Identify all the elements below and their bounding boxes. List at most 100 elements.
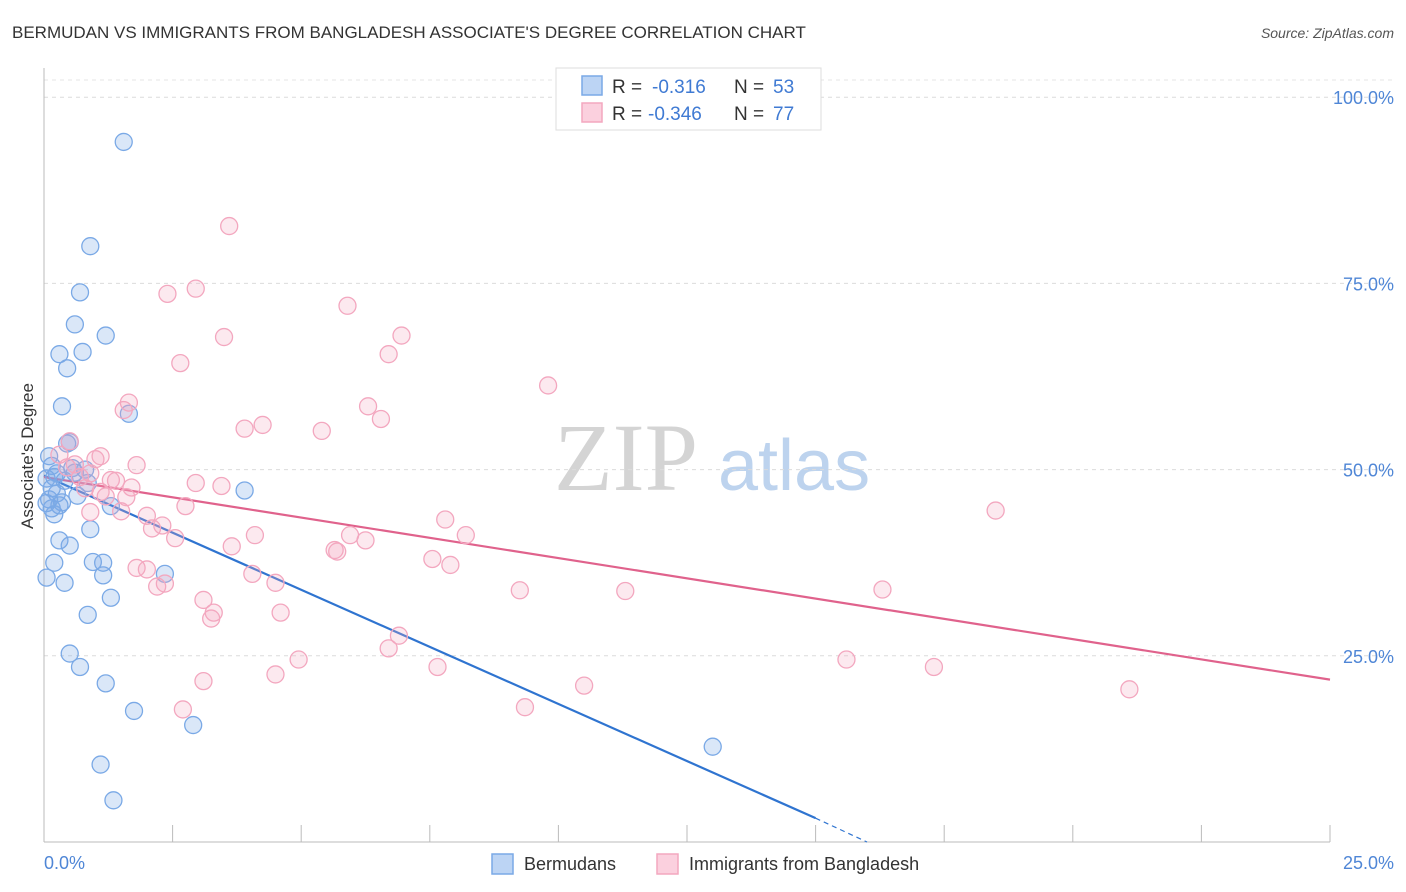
point-bermudans-19 <box>50 496 69 515</box>
point-bangladesh-50 <box>616 581 635 601</box>
point-bangladesh-38 <box>222 537 241 556</box>
x-tick-label-min: 0.0% <box>44 853 85 873</box>
point-bangladesh-52 <box>194 590 213 610</box>
point-bangladesh-71 <box>86 450 105 469</box>
chart-source: Source: ZipAtlas.com <box>1261 25 1394 41</box>
bottom-legend-swatch-bangladesh <box>656 853 679 875</box>
point-bangladesh-70 <box>101 470 121 490</box>
point-bangladesh-75 <box>70 467 90 487</box>
legend-n-label-0: N = <box>734 77 764 98</box>
trend-line-0 <box>43 474 817 820</box>
trend-line-extension-0 <box>815 817 868 843</box>
point-bermudans-33 <box>37 568 56 587</box>
point-bermudans-38 <box>60 644 79 663</box>
y-tick-label-75: 75.0% <box>1343 274 1394 294</box>
y-axis-label: Associate's Degree <box>18 383 37 529</box>
point-bangladesh-61 <box>194 671 213 691</box>
point-bangladesh-55 <box>202 609 221 628</box>
point-bermudans-1 <box>81 237 100 256</box>
point-bangladesh-65 <box>515 698 535 717</box>
point-bermudans-31 <box>83 552 103 572</box>
point-bangladesh-13 <box>235 419 254 438</box>
legend-r-label-1: R = <box>612 104 642 125</box>
point-bangladesh-11 <box>358 397 378 416</box>
point-bangladesh-30 <box>176 496 195 516</box>
point-bangladesh-23 <box>117 488 136 507</box>
point-bangladesh-64 <box>574 676 594 695</box>
point-bangladesh-51 <box>873 580 892 599</box>
point-bermudans-5 <box>57 359 77 378</box>
point-bangladesh-6 <box>379 345 398 364</box>
axes <box>43 68 1331 843</box>
point-bangladesh-68 <box>986 501 1005 520</box>
point-bermudans-34 <box>55 573 74 592</box>
legend-n-value-0: 53 <box>773 77 794 98</box>
legend-n-label-1: N = <box>734 104 764 125</box>
point-bangladesh-76 <box>96 487 115 506</box>
point-bermudans-32 <box>94 566 113 585</box>
legend-r-label-0: R = <box>612 77 642 98</box>
point-bangladesh-72 <box>153 516 172 535</box>
point-bangladesh-15 <box>312 421 331 441</box>
point-bangladesh-57 <box>379 639 398 658</box>
y-tick-label-100: 100.0% <box>1333 88 1394 108</box>
point-bermudans-39 <box>70 657 90 677</box>
point-bermudans-8 <box>52 397 72 416</box>
point-bangladesh-74 <box>122 478 141 497</box>
legend-n-value-1: 77 <box>773 104 794 125</box>
point-bangladesh-36 <box>356 531 375 550</box>
point-bangladesh-66 <box>173 700 193 719</box>
point-bermudans-2 <box>70 283 90 302</box>
point-bangladesh-73 <box>57 458 77 477</box>
point-bangladesh-28 <box>112 502 131 521</box>
point-bermudans-43 <box>91 755 110 774</box>
point-bermudans-26 <box>50 531 69 550</box>
watermark: ZIP atlas <box>554 404 870 511</box>
point-bangladesh-67 <box>1120 680 1139 699</box>
point-bermudans-7 <box>96 326 115 345</box>
point-bangladesh-21 <box>106 471 126 490</box>
point-bermudans-45 <box>235 481 254 500</box>
point-bangladesh-19 <box>127 456 146 475</box>
point-bermudans-25 <box>81 520 100 539</box>
point-bangladesh-12 <box>371 409 391 429</box>
bottom-legend-label-bermudans: Bermudans <box>524 854 616 874</box>
point-bermudans-35 <box>101 588 121 607</box>
point-bangladesh-31 <box>436 510 455 529</box>
chart-title: BERMUDAN VS IMMIGRANTS FROM BANGLADESH A… <box>12 23 806 42</box>
point-bangladesh-58 <box>289 650 308 669</box>
point-bermudans-44 <box>104 791 123 810</box>
point-bermudans-6 <box>73 342 92 362</box>
point-bangladesh-10 <box>114 400 133 420</box>
point-bangladesh-63 <box>924 657 944 677</box>
x-tick-label-max: 25.0% <box>1343 853 1394 873</box>
point-bangladesh-4 <box>214 327 234 347</box>
point-bangladesh-3 <box>338 296 357 315</box>
bottom-legend: Bermudans Immigrants from Bangladesh <box>491 853 919 875</box>
point-bangladesh-59 <box>428 657 447 677</box>
point-bangladesh-60 <box>266 665 285 684</box>
point-bangladesh-69 <box>81 502 100 522</box>
y-tick-label-25: 25.0% <box>1343 647 1394 667</box>
point-bermudans-29 <box>60 536 79 555</box>
point-bangladesh-41 <box>423 549 442 569</box>
point-bangladesh-7 <box>171 353 190 373</box>
legend-swatch-bermudans <box>581 75 603 96</box>
point-bangladesh-44 <box>137 560 157 579</box>
point-bangladesh-1 <box>186 279 205 298</box>
bottom-legend-label-bangladesh: Immigrants from Bangladesh <box>689 854 919 874</box>
point-bangladesh-8 <box>538 376 558 395</box>
point-bangladesh-26 <box>186 473 205 493</box>
point-bangladesh-40 <box>328 542 347 561</box>
point-bangladesh-17 <box>91 447 110 466</box>
point-bermudans-52 <box>68 486 87 505</box>
point-bermudans-30 <box>45 553 64 572</box>
point-bangladesh-42 <box>441 555 460 575</box>
legend-r-value-0: -0.316 <box>652 77 706 98</box>
watermark-atlas: atlas <box>718 426 870 506</box>
legend-r-value-1: -0.346 <box>648 104 702 125</box>
point-bermudans-0 <box>114 132 133 152</box>
legend: R = -0.316 N = 53 R = -0.346 N = 77 <box>555 67 822 131</box>
point-bangladesh-34 <box>340 526 360 545</box>
point-bermudans-28 <box>94 553 113 572</box>
